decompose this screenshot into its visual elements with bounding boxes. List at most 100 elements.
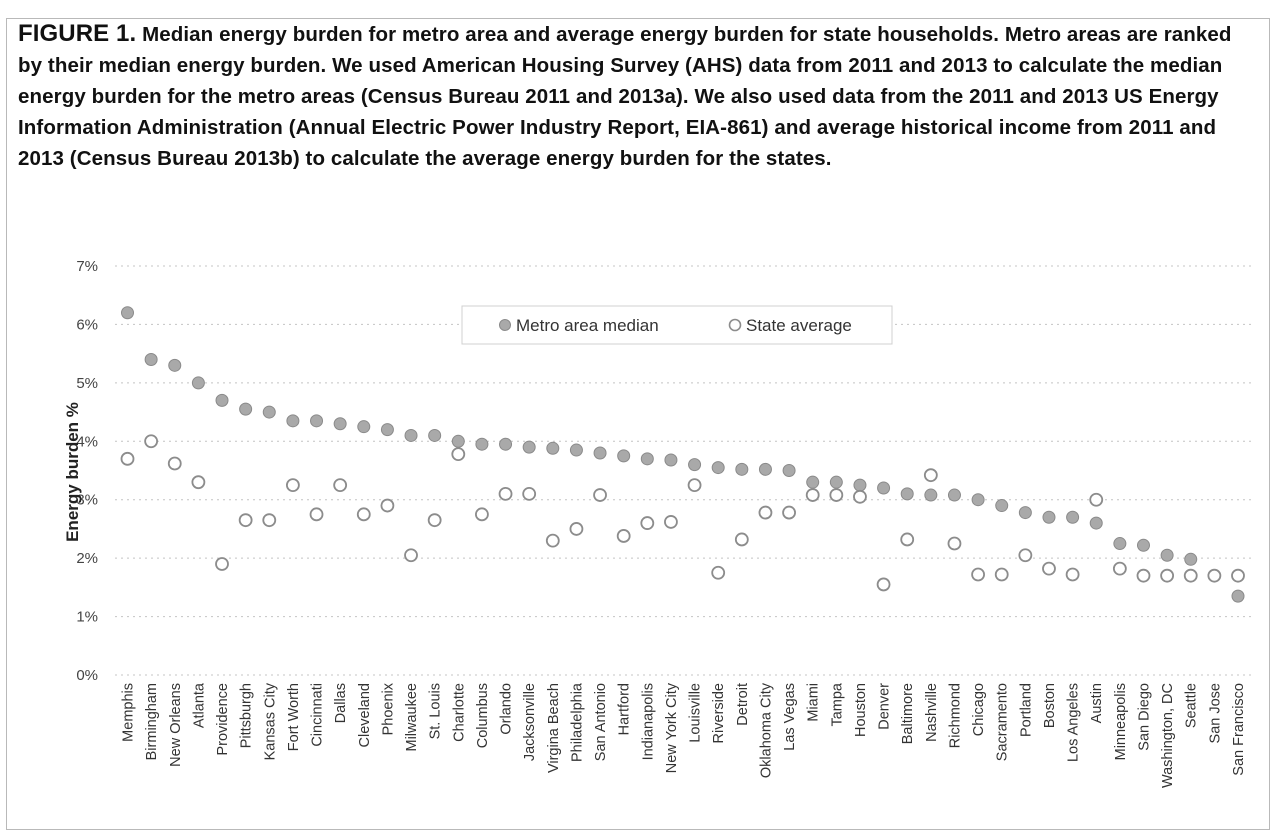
state-average-point <box>333 478 348 493</box>
metro-median-point <box>782 464 796 477</box>
metro-median-point <box>1113 537 1127 551</box>
state-average-point <box>829 488 844 502</box>
metro-median-point <box>404 428 418 442</box>
metro-median-point <box>995 499 1009 513</box>
x-category-label: Charlotte <box>451 683 467 742</box>
y-tick-label: 5% <box>76 375 98 392</box>
legend-box <box>461 305 893 345</box>
x-category-label: Boston <box>1042 683 1058 728</box>
y-tick-label: 6% <box>76 316 98 333</box>
x-category-label: Memphis <box>121 683 137 742</box>
state-average-point <box>687 478 702 493</box>
x-category-label: New York City <box>664 682 680 773</box>
x-category-label: Richmond <box>947 683 963 748</box>
gridlines <box>115 265 1255 676</box>
metro-median-point <box>1231 589 1245 603</box>
metro-median-point <box>947 488 961 502</box>
state-average-point <box>805 488 820 502</box>
x-category-label: Phoenix <box>380 682 396 735</box>
metro-median-point <box>380 423 394 437</box>
state-average-point <box>664 515 678 529</box>
metro-median-point <box>1042 510 1056 524</box>
metro-median-point <box>144 352 158 366</box>
x-category-label: Chicago <box>971 683 987 736</box>
x-category-label: Cincinnati <box>310 683 326 747</box>
x-category-label: Virgina Beach <box>546 683 562 773</box>
y-tick-label: 4% <box>76 433 98 450</box>
x-category-label: New Orleans <box>168 683 184 767</box>
metro-median-point <box>168 358 182 372</box>
x-category-label: Milwaukee <box>404 683 420 752</box>
state-average-point <box>1112 561 1127 576</box>
y-tick-label: 3% <box>76 492 98 509</box>
state-average-point <box>853 489 867 504</box>
state-average-point <box>758 505 773 520</box>
state-average-point <box>994 567 1009 582</box>
metro-median-point <box>640 452 654 466</box>
metro-median-point <box>1136 538 1150 552</box>
state-average-point <box>120 451 135 466</box>
x-category-label: St. Louis <box>428 683 444 739</box>
x-category-label: Los Angeles <box>1066 683 1082 762</box>
metro-median-point <box>499 437 513 451</box>
state-average-point <box>144 434 159 449</box>
x-category-label: Dallas <box>333 683 349 723</box>
metro-median-point <box>546 441 560 455</box>
state-average-point <box>1136 568 1151 583</box>
state-average-point <box>876 577 891 592</box>
x-category-label: Hartford <box>617 683 633 735</box>
y-axis-title: Energy burden % <box>63 402 82 542</box>
state-average-point <box>900 532 915 547</box>
x-category-label: San Jose <box>1207 683 1223 743</box>
state-average-point <box>616 529 631 543</box>
metro-median-point <box>428 428 442 442</box>
metro-median-point <box>1184 552 1198 566</box>
metro-median-point <box>735 462 749 476</box>
x-category-label: Cleveland <box>357 683 373 748</box>
metro-median-point <box>1089 516 1103 530</box>
x-category-label: San Diego <box>1136 683 1152 751</box>
legend-marker-metro <box>499 319 511 331</box>
state-average-point <box>971 567 985 582</box>
state-average-point <box>1065 567 1080 582</box>
x-category-label: Denver <box>877 683 893 730</box>
state-average-point <box>569 522 584 536</box>
x-category-label: Providence <box>215 683 231 756</box>
metro-median-point <box>971 493 985 507</box>
state-average-point <box>734 532 749 547</box>
state-average-point <box>1042 561 1056 576</box>
x-category-label: Miami <box>806 683 822 722</box>
state-average-point <box>356 507 371 522</box>
y-tick-label: 1% <box>76 609 98 626</box>
metro-median-point <box>239 402 253 416</box>
state-average-point <box>451 447 466 462</box>
state-average-point <box>640 516 655 530</box>
x-category-label: Oklahoma City <box>758 682 774 778</box>
legend-label-state: State average <box>746 316 852 335</box>
state-average-point <box>1160 568 1175 583</box>
metro-median-point <box>286 414 300 428</box>
metro-median-point <box>191 376 205 390</box>
x-category-label: Louisville <box>688 683 704 743</box>
state-average-point <box>1183 568 1198 583</box>
series-metro-area-median <box>121 306 1245 603</box>
x-category-label: Portland <box>1018 683 1034 737</box>
x-category-label: Birmingham <box>144 683 160 760</box>
state-average-point <box>215 557 229 571</box>
x-category-label: San Francisco <box>1231 683 1247 776</box>
state-average-point <box>711 565 726 580</box>
metro-median-point <box>758 462 772 476</box>
legend-label-metro: Metro area median <box>516 316 659 335</box>
x-category-label: Minneapolis <box>1113 683 1129 760</box>
state-average-point <box>167 456 182 471</box>
x-category-label: Philadelphia <box>569 682 585 762</box>
x-category-label: Nashville <box>924 683 940 742</box>
x-category-label: Detroit <box>735 683 751 726</box>
state-average-point <box>1018 548 1033 563</box>
state-average-point <box>947 536 962 551</box>
state-average-point <box>404 548 418 563</box>
x-category-label: Fort Worth <box>286 683 302 751</box>
figure-frame <box>6 18 1270 830</box>
metro-median-point <box>451 434 465 448</box>
metro-median-point <box>475 437 489 451</box>
